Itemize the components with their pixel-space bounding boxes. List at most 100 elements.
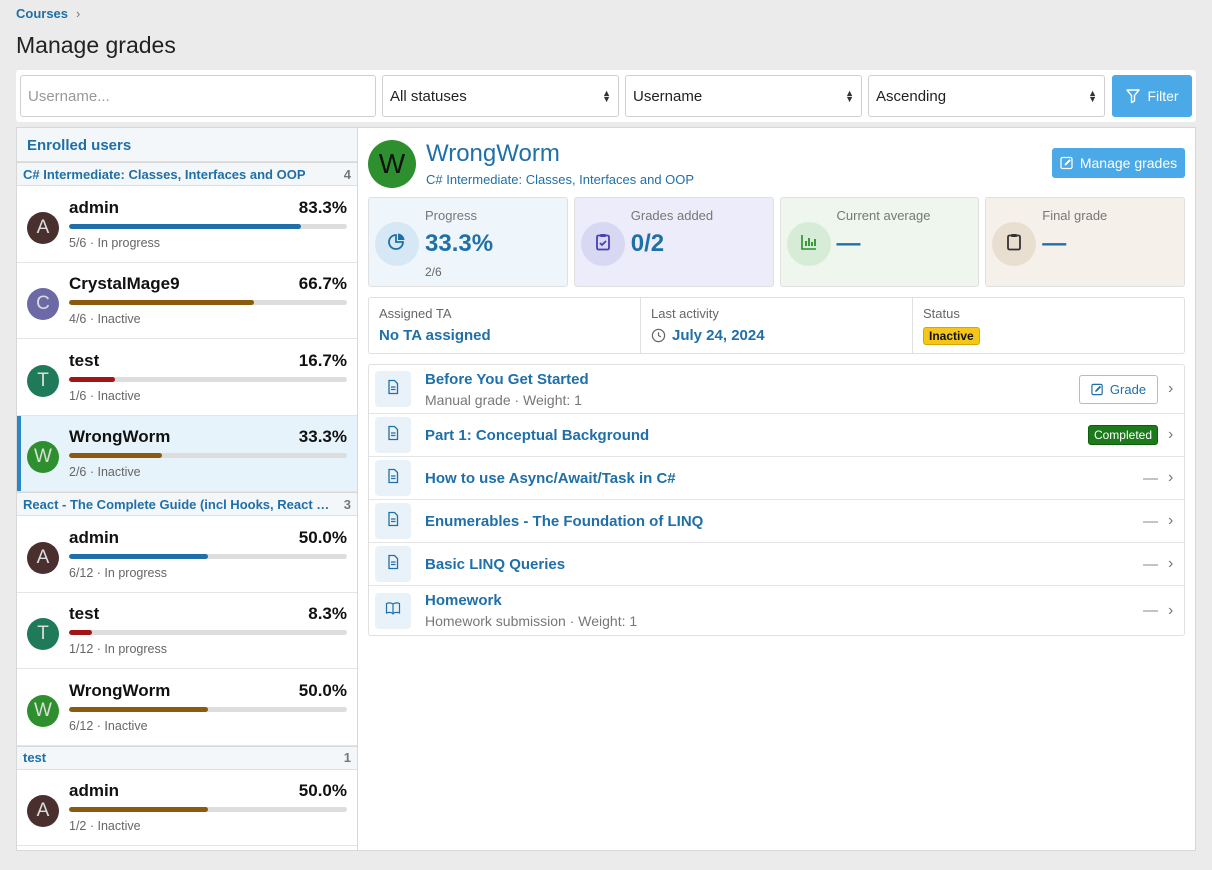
item-icon-box (375, 417, 411, 453)
last-activity-value: July 24, 2024 (651, 327, 902, 344)
enrolled-user-row[interactable]: A admin 50.0% 6/12 · In progress (17, 516, 357, 593)
enrolled-user-row[interactable]: A admin 83.3% 5/6 · In progress (17, 186, 357, 263)
enrolled-user-row[interactable]: W WrongWorm 33.3% 2/6 · Inactive (17, 415, 357, 492)
item-right: — › (1143, 469, 1178, 487)
progress-bar-fill (69, 807, 208, 813)
stat-value: 0/2 (630, 230, 665, 257)
chevron-right-icon[interactable]: › (1168, 426, 1174, 443)
stat-value: — (836, 230, 861, 257)
user-progress-status: 6/12 · In progress (69, 565, 167, 580)
edit-icon (1060, 156, 1073, 170)
stat-card: Final grade — (985, 197, 1185, 287)
enrolled-user-row[interactable]: A admin 50.0% 1/2 · Inactive (17, 770, 357, 846)
manage-grades-label: Manage grades (1079, 155, 1178, 171)
user-row-body: test 16.7% 1/6 · Inactive (69, 351, 347, 403)
stat-card: Progress 33.3% 2/6 (368, 197, 568, 287)
grade-item-row[interactable]: Homework Homework submission · Weight: 1… (369, 586, 1184, 635)
progress-bar-fill (69, 300, 255, 306)
chevron-right-icon[interactable]: › (1168, 469, 1174, 486)
item-right: — › (1143, 602, 1178, 620)
grade-item-row[interactable]: Enumerables - The Foundation of LINQ — › (369, 500, 1184, 543)
grade-button-label: Grade (1109, 381, 1147, 397)
avatar: A (27, 795, 59, 828)
progress-bar-fill (69, 453, 162, 459)
no-grade-dash: — (1143, 602, 1158, 619)
item-text: Part 1: Conceptual Background (425, 427, 1088, 444)
clipboard-icon (1004, 232, 1024, 257)
user-percent: 33.3% (298, 427, 347, 447)
user-percent: 8.3% (308, 604, 347, 624)
user-row-top: admin 50.0% (69, 528, 347, 548)
grade-item-row[interactable]: Part 1: Conceptual Background Completed › (369, 414, 1184, 457)
sort-order-select[interactable]: Ascending ▲ ▼ (868, 75, 1105, 117)
grade-item-row[interactable]: Before You Get Started Manual grade · We… (369, 365, 1184, 414)
user-name: test (69, 604, 100, 624)
user-row-body: WrongWorm 50.0% 6/12 · Inactive (69, 681, 347, 733)
chevron-right-icon[interactable]: › (1168, 601, 1174, 619)
chevron-right-icon[interactable]: › (1168, 380, 1174, 397)
page-title: Manage grades (16, 32, 176, 58)
avatar: T (27, 618, 59, 651)
detail-course-link[interactable]: C# Intermediate: Classes, Interfaces and… (426, 172, 695, 187)
user-detail-panel: W WrongWorm C# Intermediate: Classes, In… (358, 127, 1196, 851)
user-name: CrystalMage9 (69, 274, 180, 294)
completed-badge: Completed (1087, 425, 1158, 445)
username-search-input[interactable] (20, 75, 376, 117)
filter-button[interactable]: Filter (1112, 75, 1192, 117)
stat-icon-circle (786, 222, 831, 266)
stat-icon-circle (992, 222, 1037, 266)
enrolled-user-row[interactable]: T test 16.7% 1/6 · Inactive (17, 339, 357, 416)
item-right: — › (1143, 555, 1178, 573)
enrolled-user-row[interactable]: W WrongWorm 50.0% 6/12 · Inactive (17, 669, 357, 746)
document-icon (385, 379, 401, 400)
user-name: admin (69, 197, 120, 217)
select-arrows-icon: ▲ ▼ (602, 88, 611, 104)
progress-bar (69, 807, 347, 813)
document-icon (385, 554, 401, 575)
course-group-header[interactable]: React - The Complete Guide (incl Hooks, … (17, 492, 357, 516)
sort-order-value: Ascending (876, 87, 947, 105)
user-name: WrongWorm (69, 680, 171, 700)
item-text: Basic LINQ Queries (425, 556, 1143, 573)
user-progress-status: 1/6 · Inactive (69, 388, 141, 403)
item-title: Basic LINQ Queries (425, 555, 566, 573)
info-row: Assigned TA No TA assigned Last activity… (368, 297, 1185, 354)
item-subtitle: Manual grade · Weight: 1 (425, 391, 582, 408)
assigned-ta-label: Assigned TA (379, 306, 452, 321)
item-right: — › (1143, 512, 1178, 530)
last-activity-cell: Last activity July 24, 2024 (641, 298, 913, 353)
grade-item-row[interactable]: How to use Async/Await/Task in C# — › (369, 457, 1184, 500)
chevron-right-icon[interactable]: › (1168, 555, 1174, 572)
grade-item-row[interactable]: Basic LINQ Queries — › (369, 543, 1184, 586)
clipboard-check-icon (593, 232, 613, 257)
chevron-right-icon[interactable]: › (1168, 512, 1174, 529)
progress-bar-fill (69, 553, 208, 559)
sort-field-select[interactable]: Username ▲ ▼ (625, 75, 862, 117)
progress-bar-fill (69, 706, 208, 712)
no-grade-dash: — (1143, 555, 1158, 573)
course-group-header[interactable]: C# Intermediate: Classes, Interfaces and… (17, 162, 357, 186)
progress-bar-fill (69, 223, 301, 229)
enrolled-user-row[interactable]: C CrystalMage9 66.7% 4/6 · Inactive (17, 263, 357, 339)
bar-chart-icon (799, 232, 819, 257)
progress-bar (69, 223, 347, 229)
item-icon-box (375, 503, 411, 539)
grade-button[interactable]: Grade (1079, 374, 1158, 404)
filter-bar: All statuses ▲▼ Username ▲▼ Ascending ▲▼… (16, 70, 1196, 122)
course-group-header[interactable]: test 1 (17, 745, 357, 770)
status-badge: Inactive (923, 327, 980, 345)
pie-chart-icon (387, 232, 407, 257)
user-row-body: admin 50.0% 6/12 · In progress (69, 528, 347, 580)
manage-grades-button[interactable]: Manage grades (1052, 148, 1185, 178)
item-icon-box (375, 371, 411, 407)
breadcrumb-courses-link[interactable]: Courses (16, 6, 69, 21)
stat-label: Final grade (1042, 208, 1108, 223)
status-select[interactable]: All statuses ▲ ▼ (382, 75, 619, 117)
select-arrows-icon: ▲ ▼ (845, 88, 854, 104)
item-text: Enumerables - The Foundation of LINQ (425, 513, 1143, 530)
enrolled-user-row[interactable]: T test 8.3% 1/12 · In progress (17, 593, 357, 669)
item-title: Part 1: Conceptual Background (425, 426, 650, 444)
edit-icon (1091, 383, 1103, 395)
user-row-top: test 16.7% (69, 351, 347, 371)
select-arrows-icon: ▲ ▼ (1088, 88, 1097, 104)
